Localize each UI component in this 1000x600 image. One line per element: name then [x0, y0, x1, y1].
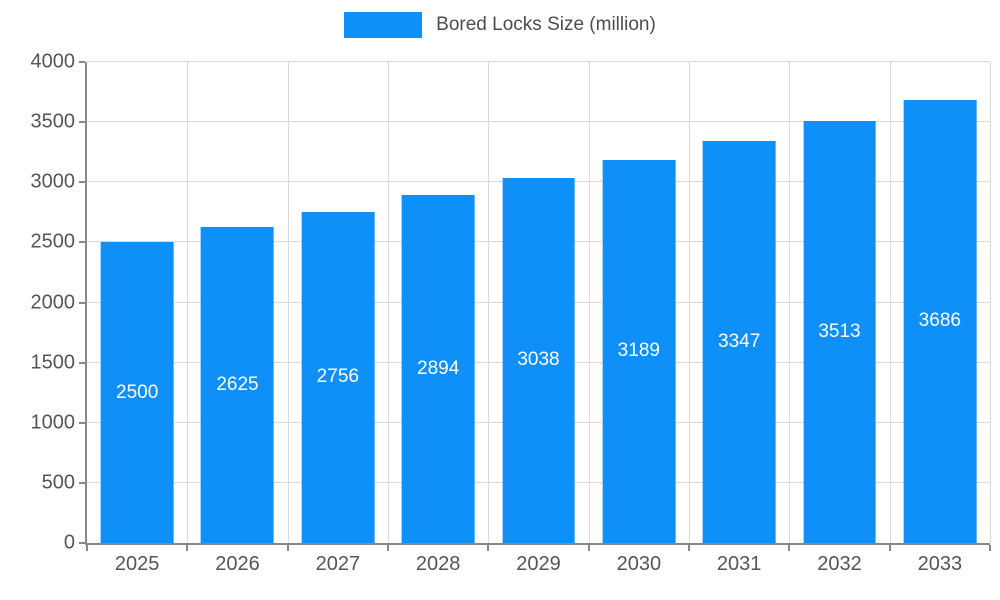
x-grid-line: [688, 62, 690, 543]
y-tick-mark: [79, 181, 85, 184]
bar: 2756: [301, 211, 375, 543]
bar: 2894: [401, 195, 475, 543]
legend-swatch: [344, 12, 423, 38]
y-tick-label: 3500: [30, 110, 76, 133]
x-tick-mark: [487, 545, 490, 551]
y-tick-mark: [79, 301, 85, 304]
y-tick-label: 1500: [30, 351, 76, 374]
x-tick-label: 2027: [315, 553, 361, 575]
x-tick-label: 2031: [716, 553, 762, 575]
x-tick-mark: [186, 545, 189, 551]
y-grid-line: [87, 61, 990, 62]
x-tick-mark: [587, 545, 590, 551]
y-tick-label: 3000: [30, 170, 76, 193]
x-grid-line: [387, 62, 389, 543]
bar: 3513: [803, 120, 876, 543]
x-tick-label: 2026: [215, 553, 260, 575]
x-grid-line: [187, 62, 189, 543]
x-grid-line: [990, 62, 991, 543]
x-grid-line: [588, 62, 590, 543]
y-tick-label: 0: [63, 531, 75, 554]
y-tick-label: 2500: [30, 230, 76, 253]
bar-value-label: 3347: [718, 330, 761, 352]
x-tick-label: 2032: [817, 553, 862, 575]
y-tick-mark: [79, 121, 85, 124]
y-tick-mark: [79, 421, 85, 424]
x-tick-label: 2028: [415, 553, 461, 575]
y-tick-label: 4000: [30, 50, 76, 73]
bar: 3189: [602, 159, 676, 543]
bar-value-label: 2500: [116, 381, 159, 403]
x-grid-line: [889, 62, 891, 543]
x-tick-mark: [888, 545, 891, 551]
legend[interactable]: Bored Locks Size (million): [0, 12, 1000, 38]
bar-value-label: 3513: [818, 320, 861, 342]
bar: 2625: [201, 227, 274, 543]
bar-value-label: 3686: [918, 310, 961, 332]
bar-value-label: 3038: [517, 349, 560, 371]
x-tick-mark: [687, 545, 690, 551]
y-tick-mark: [79, 542, 85, 544]
x-tick-mark: [989, 545, 991, 551]
bar: 3686: [903, 99, 977, 543]
bar-value-label: 2625: [216, 374, 259, 396]
y-grid-line: [87, 121, 990, 123]
x-tick-mark: [386, 545, 389, 551]
plot-area: 0 500 1000 1500 2000 2500 3000 3500 4000 2500 2025…: [31, 51, 991, 575]
bar: 2500: [100, 242, 174, 543]
y-tick-label: 2000: [30, 291, 76, 313]
x-tick-mark: [86, 545, 88, 551]
bar-value-label: 2894: [417, 358, 460, 379]
x-tick-mark: [286, 545, 289, 551]
bar-value-label: 2756: [316, 366, 359, 388]
y-tick-mark: [79, 481, 85, 484]
x-tick-label: 2029: [516, 553, 561, 575]
bar: 3347: [702, 140, 776, 543]
x-tick-label: 2030: [616, 553, 662, 575]
bar: 3038: [502, 177, 575, 543]
x-grid-line: [789, 62, 791, 543]
y-tick-label: 500: [41, 471, 75, 494]
y-tick-mark: [79, 61, 85, 63]
bar-value-label: 3189: [617, 340, 660, 362]
x-grid-line: [287, 62, 289, 543]
legend-label: Bored Locks Size (million): [436, 14, 656, 35]
y-tick-label: 1000: [30, 411, 76, 434]
x-tick-label: 2025: [114, 553, 160, 575]
y-tick-mark: [79, 361, 85, 364]
x-tick-mark: [788, 545, 791, 551]
y-tick-mark: [79, 241, 85, 244]
x-tick-label: 2033: [917, 553, 963, 575]
x-grid-line: [488, 62, 490, 543]
